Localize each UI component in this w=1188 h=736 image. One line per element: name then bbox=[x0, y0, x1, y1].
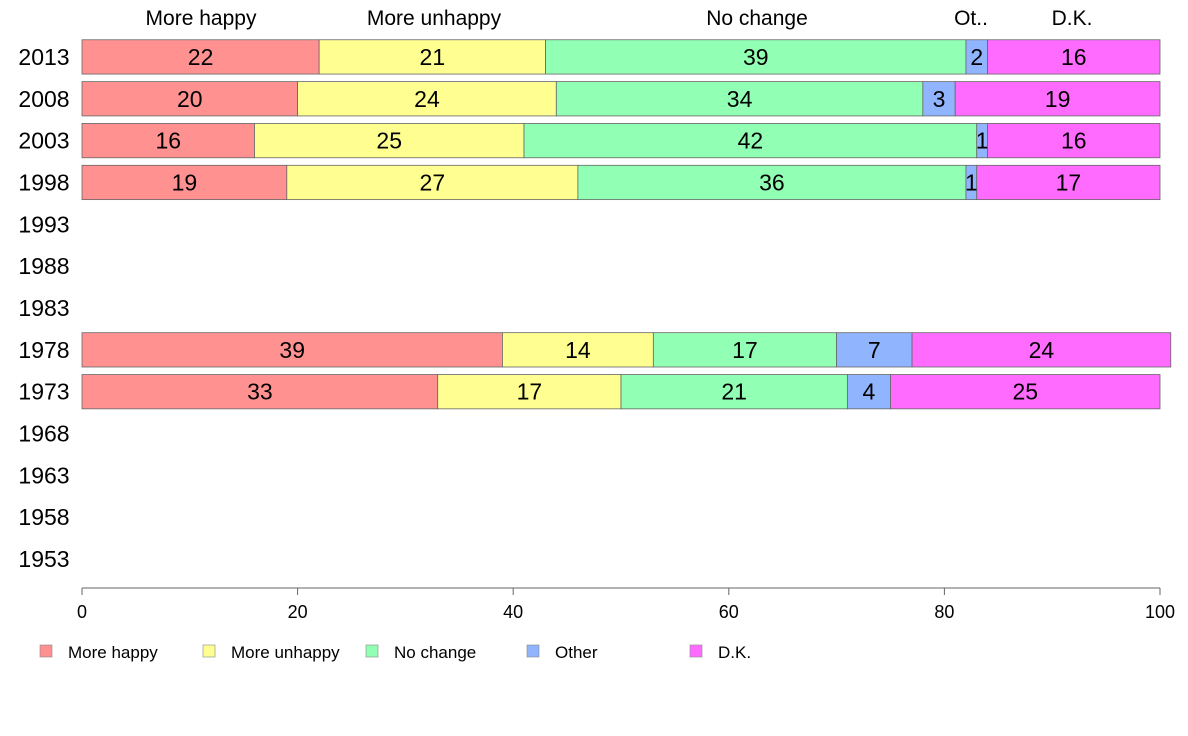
bar-segment bbox=[577, 164, 967, 201]
data-label: 21 bbox=[420, 44, 446, 70]
bar-segment bbox=[81, 374, 439, 410]
legend-label: More happy bbox=[68, 643, 158, 662]
data-label: 4 bbox=[863, 379, 876, 405]
bar-segment bbox=[954, 81, 1161, 117]
legend-label: No change bbox=[394, 643, 476, 662]
y-tick-label: 1963 bbox=[18, 462, 69, 488]
data-label: 1 bbox=[965, 169, 978, 195]
data-label: 24 bbox=[414, 86, 440, 112]
data-label: 17 bbox=[517, 379, 543, 405]
bar-segment bbox=[846, 374, 891, 410]
y-tick-label: 2003 bbox=[18, 128, 69, 154]
x-tick-label: 80 bbox=[934, 602, 954, 622]
data-label: 17 bbox=[732, 337, 758, 363]
bar-segment bbox=[254, 123, 525, 159]
data-label: 20 bbox=[177, 86, 203, 112]
bar-segment bbox=[976, 164, 1161, 201]
bar-segment bbox=[81, 164, 288, 201]
data-label: 33 bbox=[247, 379, 273, 405]
y-tick-label: 1993 bbox=[18, 211, 69, 237]
bar-segment bbox=[81, 39, 320, 75]
y-tick-label: 1983 bbox=[18, 295, 69, 321]
legend-swatch bbox=[526, 644, 540, 658]
bar-segment bbox=[620, 374, 848, 410]
data-label: 22 bbox=[188, 44, 214, 70]
x-tick-label: 40 bbox=[503, 602, 523, 622]
x-tick-label: 100 bbox=[1145, 602, 1175, 622]
data-label: 34 bbox=[727, 86, 753, 112]
data-label: 27 bbox=[420, 169, 446, 195]
data-label: 42 bbox=[738, 128, 764, 154]
y-tick-label: 1958 bbox=[18, 504, 69, 530]
data-label: 7 bbox=[868, 337, 881, 363]
bar-segment bbox=[502, 332, 654, 368]
bar-segment bbox=[81, 81, 299, 117]
legend-swatch bbox=[365, 644, 379, 658]
data-label: 19 bbox=[172, 169, 198, 195]
column-header-label: More happy bbox=[146, 7, 257, 30]
data-label: 16 bbox=[155, 128, 181, 154]
column-header-label: Ot.. bbox=[954, 7, 988, 30]
y-tick-label: 1978 bbox=[18, 337, 69, 363]
legend-label: More unhappy bbox=[231, 643, 340, 662]
data-label: 14 bbox=[565, 337, 591, 363]
data-label: 39 bbox=[279, 337, 305, 363]
legend-swatch bbox=[689, 644, 703, 658]
y-tick-label: 1998 bbox=[18, 169, 69, 195]
bar-segment bbox=[836, 332, 913, 368]
column-header-label: No change bbox=[706, 7, 808, 30]
data-label: 25 bbox=[376, 128, 402, 154]
bar-segment bbox=[652, 332, 838, 368]
data-label: 1 bbox=[976, 128, 989, 154]
y-tick-label: 2008 bbox=[18, 86, 69, 112]
y-tick-label: 1953 bbox=[18, 546, 69, 572]
bar-segment bbox=[987, 39, 1161, 75]
legend-swatch bbox=[202, 644, 216, 658]
bar-segment bbox=[545, 39, 967, 75]
x-tick-label: 60 bbox=[719, 602, 739, 622]
legend-swatch bbox=[39, 644, 53, 658]
bar-segment bbox=[297, 81, 557, 117]
bar-segment bbox=[318, 39, 546, 75]
legend-label: Other bbox=[555, 643, 598, 662]
data-label: 16 bbox=[1061, 44, 1087, 70]
bar-segment bbox=[81, 123, 255, 159]
data-label: 36 bbox=[759, 169, 785, 195]
bar-segment bbox=[286, 164, 579, 201]
y-tick-label: 1988 bbox=[18, 253, 69, 279]
data-label: 3 bbox=[933, 86, 946, 112]
data-label: 16 bbox=[1061, 128, 1087, 154]
bar-segment bbox=[911, 332, 1172, 368]
column-header-label: D.K. bbox=[1052, 7, 1093, 30]
bar-segment bbox=[555, 81, 924, 117]
y-tick-label: 1968 bbox=[18, 421, 69, 447]
bar-segment bbox=[922, 81, 956, 117]
data-label: 25 bbox=[1012, 379, 1038, 405]
data-label: 19 bbox=[1045, 86, 1071, 112]
data-label: 21 bbox=[721, 379, 747, 405]
data-label: 24 bbox=[1029, 337, 1055, 363]
y-tick-label: 2013 bbox=[18, 44, 69, 70]
data-label: 2 bbox=[970, 44, 983, 70]
bar-segment bbox=[987, 123, 1161, 159]
legend-label: D.K. bbox=[718, 643, 751, 662]
bar-segment bbox=[523, 123, 978, 159]
x-tick-label: 20 bbox=[288, 602, 308, 622]
data-label: 17 bbox=[1056, 169, 1082, 195]
data-label: 39 bbox=[743, 44, 769, 70]
y-tick-label: 1973 bbox=[18, 379, 69, 405]
x-tick-label: 0 bbox=[77, 602, 87, 622]
column-header-label: More unhappy bbox=[367, 7, 502, 30]
bar-segment bbox=[890, 374, 1161, 410]
